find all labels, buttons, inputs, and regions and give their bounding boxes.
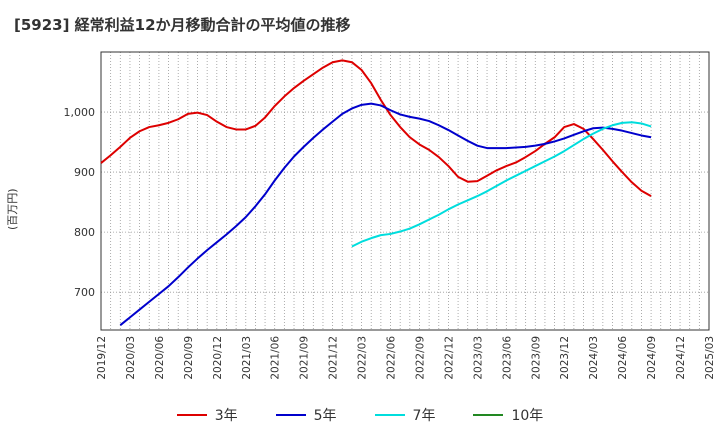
x-tick-label: 2020/06 [154,336,166,380]
legend-label: 7年 [412,408,436,424]
x-tick-label: 2022/06 [386,336,398,380]
legend-label: 3年 [214,408,238,424]
x-tick-label: 2019/12 [96,336,108,380]
x-tick-label: 2023/12 [559,336,571,380]
legend-item: 7年 [374,404,436,426]
legend-swatch [176,414,207,416]
x-tick-label: 2022/12 [443,336,455,380]
legend-label: 10年 [511,408,544,424]
x-tick-label: 2025/03 [704,336,716,380]
y-ticks: 700 800 900 1,000 [64,106,96,299]
x-tick-label: 2023/06 [501,336,513,380]
series-line-3年 [100,59,652,197]
legend-item: 3年 [176,404,238,426]
series-line-7年 [351,121,652,248]
x-tick-label: 2023/09 [530,336,542,380]
x-tick-label: 2020/03 [125,336,137,380]
x-tick-label: 2024/06 [617,336,629,380]
x-tick-label: 2024/09 [646,336,658,380]
x-tick-label: 2024/03 [588,336,600,380]
x-tick-label: 2022/09 [414,336,426,380]
legend-swatch [275,414,306,416]
x-tick-label: 2021/09 [299,336,311,380]
x-tick-label: 2021/12 [328,336,340,380]
legend-swatch [473,414,504,416]
plot-frame [100,51,710,331]
y-tick-label: 700 [74,286,95,299]
legend-item: 5年 [275,404,337,426]
x-tick-label: 2023/03 [472,336,484,380]
y-tick-label: 900 [74,166,95,179]
chart-title: [5923] 経常利益12か月移動合計の平均値の推移 [14,16,351,34]
x-tick-label: 2024/12 [675,336,687,380]
x-tick-label: 2021/06 [270,336,282,380]
x-ticks: 2019/12 2020/03 2020/06 2020/09 2020/12 2021/… [96,336,716,380]
legend-swatch [374,414,405,416]
series-line-5年 [119,102,652,326]
legend-item: 10年 [473,404,543,426]
legend-label: 5年 [313,408,337,424]
y-tick-label: 1,000 [64,106,96,119]
legend: 3年 5年 7年 10年 [0,404,720,426]
grid [101,52,709,330]
x-tick-label: 2020/09 [183,336,195,380]
series-layer [100,59,652,326]
x-tick-label: 2022/03 [357,336,369,380]
y-tick-label: 800 [74,226,95,239]
x-tick-label: 2020/12 [212,336,224,380]
x-tick-label: 2021/03 [241,336,253,380]
